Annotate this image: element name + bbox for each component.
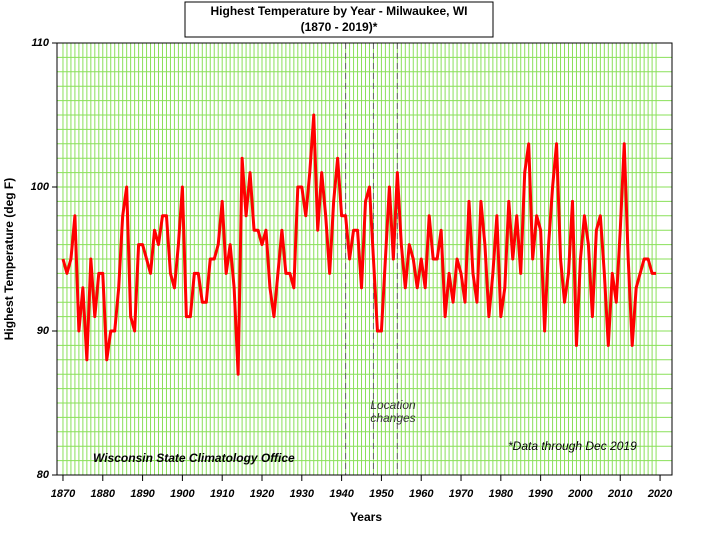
y-tick-label: 90 — [37, 325, 50, 337]
x-tick-label: 2020 — [647, 488, 673, 500]
x-tick-label: 2010 — [607, 488, 633, 500]
y-tick-label: 110 — [31, 37, 49, 49]
x-tick-label: 1890 — [130, 488, 155, 500]
x-tick-label: 1980 — [489, 488, 514, 500]
x-tick-label: 1900 — [170, 488, 195, 500]
chart-subtitle: (1870 - 2019)* — [301, 20, 378, 34]
x-tick-label: 1910 — [210, 488, 235, 500]
annotation: Location — [370, 398, 416, 412]
y-tick-label: 100 — [31, 181, 50, 193]
title-box — [184, 1, 494, 38]
x-tick-label: 1880 — [91, 488, 116, 500]
x-tick-label: 1870 — [51, 488, 76, 500]
x-tick-label: 1970 — [449, 488, 474, 500]
annotation: *Data through Dec 2019 — [508, 439, 637, 453]
x-tick-label: 2000 — [567, 488, 593, 500]
y-tick-label: 80 — [37, 469, 50, 481]
x-tick-label: 1940 — [329, 488, 354, 500]
y-axis-label: Highest Temperature (deg F) — [2, 178, 16, 340]
x-tick-label: 1920 — [250, 488, 275, 500]
x-axis-label: Years — [350, 510, 382, 524]
x-tick-label: 1960 — [409, 488, 434, 500]
chart-title: Highest Temperature by Year - Milwaukee,… — [211, 4, 468, 18]
x-tick-label: 1930 — [290, 488, 315, 500]
x-tick-label: 1990 — [528, 488, 553, 500]
annotation: Wisconsin State Climatology Office — [93, 451, 295, 465]
x-tick-label: 1950 — [369, 488, 394, 500]
temperature-line — [61, 113, 657, 376]
plot-frame — [56, 42, 673, 476]
annotation: changes — [370, 411, 415, 425]
